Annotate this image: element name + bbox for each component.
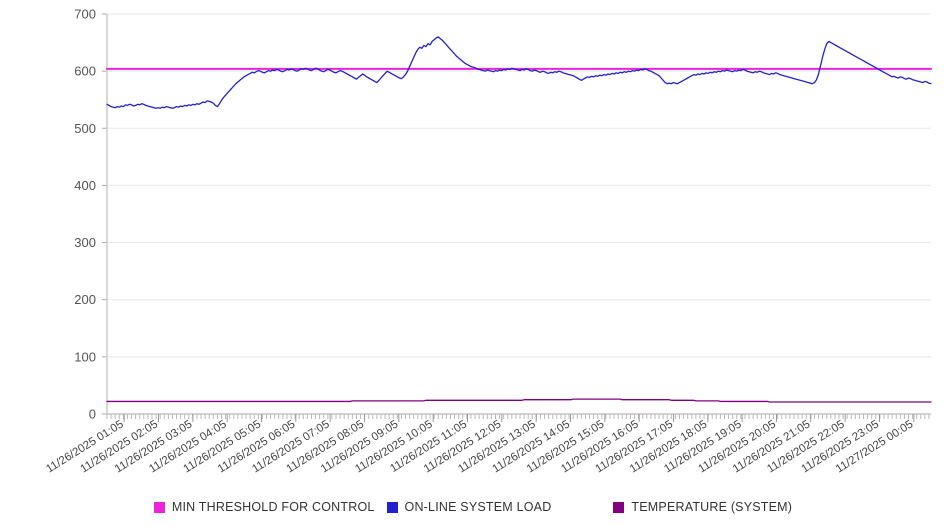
legend-label-system-load: ON-LINE SYSTEM LOAD (404, 500, 552, 514)
y-axis-labels: 0 100 200 300 400 500 600 700 (74, 7, 96, 422)
svg-text:500: 500 (74, 121, 96, 136)
grid-lines (107, 13, 931, 415)
legend-swatch-min-threshold (153, 501, 165, 513)
svg-text:400: 400 (74, 178, 96, 193)
svg-text:300: 300 (74, 235, 96, 250)
legend-swatch-system-load (386, 501, 398, 513)
chart-legend: MIN THRESHOLD FOR CONTROL ON-LINE SYSTEM… (0, 496, 946, 518)
legend-item-temperature[interactable]: TEMPERATURE (SYSTEM) (613, 500, 792, 514)
svg-text:100: 100 (74, 349, 96, 364)
series-lines (106, 36, 932, 403)
legend-label-temperature: TEMPERATURE (SYSTEM) (631, 500, 793, 514)
y-axis-ticks (102, 13, 107, 415)
svg-text:600: 600 (74, 64, 96, 79)
legend-item-min-threshold[interactable]: MIN THRESHOLD FOR CONTROL (153, 500, 375, 514)
legend-label-min-threshold: MIN THRESHOLD FOR CONTROL (171, 500, 375, 514)
legend-item-system-load[interactable]: ON-LINE SYSTEM LOAD (386, 500, 552, 514)
svg-text:700: 700 (74, 7, 96, 22)
svg-text:200: 200 (74, 292, 96, 307)
svg-text:0: 0 (89, 407, 96, 422)
legend-swatch-temperature (613, 501, 625, 513)
x-axis-major-ticks (123, 414, 915, 422)
